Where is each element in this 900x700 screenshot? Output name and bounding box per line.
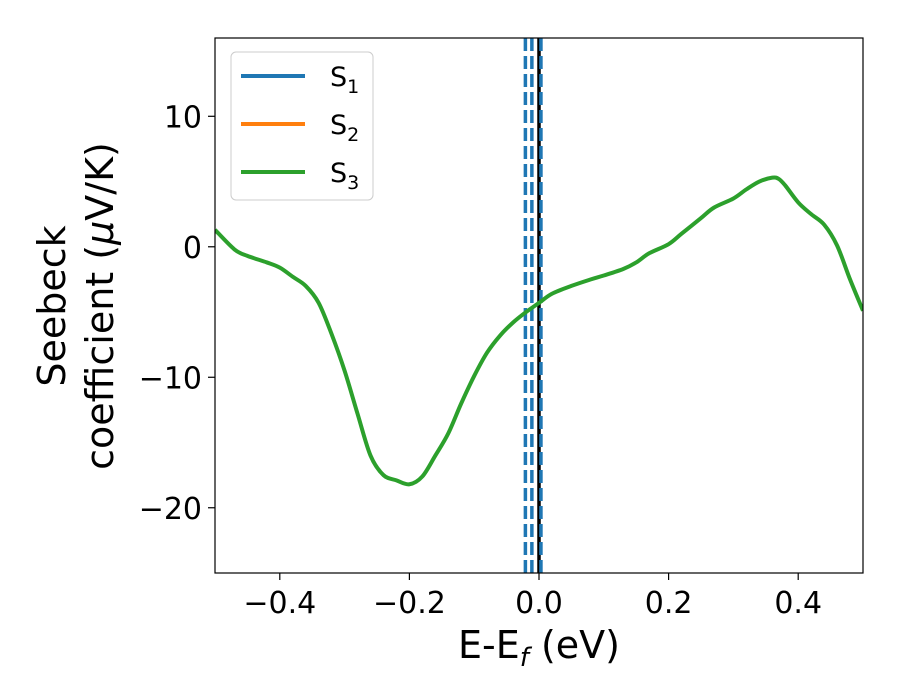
y-tick-label: −10 (139, 361, 202, 396)
legend-label: S3 (330, 158, 359, 194)
x-tick-label: −0.2 (373, 586, 446, 621)
y-axis-label-line2: coefficient (μV/K) (78, 142, 122, 470)
x-axis-ticks: −0.4 −0.2 0.0 0.2 0.4 (243, 573, 822, 621)
data-series (215, 175, 863, 487)
legend-label: S2 (330, 110, 359, 146)
legend-label: S1 (330, 62, 359, 98)
x-tick-label: 0.2 (645, 586, 693, 621)
vertical-reference-lines (523, 38, 543, 573)
legend: S1 S2 S3 (230, 51, 374, 201)
y-axis-label-line1: Seebeck (30, 225, 74, 386)
y-tick-label: 10 (164, 100, 202, 135)
x-tick-label: 0.0 (515, 586, 563, 621)
x-tick-label: −0.4 (243, 586, 316, 621)
y-tick-label: 0 (183, 231, 202, 266)
y-axis-ticks: −20 −10 0 10 (139, 100, 215, 527)
x-tick-label: 0.4 (774, 586, 822, 621)
y-tick-label: −20 (139, 492, 202, 527)
x-axis-label: E-Ef (eV) (458, 623, 620, 673)
series-line-s3 (215, 175, 863, 487)
